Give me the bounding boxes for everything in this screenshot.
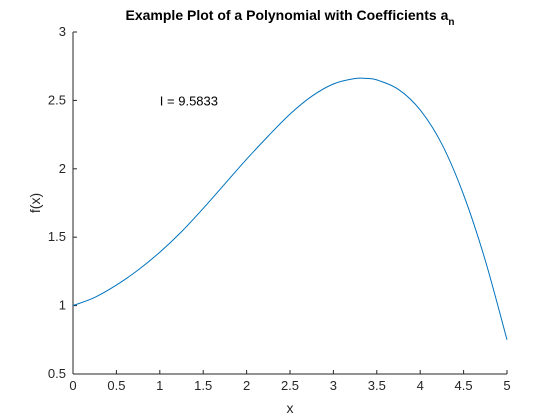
- x-tick-label: 3.5: [368, 378, 386, 393]
- series-line: [72, 77, 508, 340]
- y-tick-label: 1.5: [48, 229, 66, 244]
- x-tick-label: 1: [156, 378, 163, 393]
- y-tick-label: 1: [59, 298, 66, 313]
- y-tick-label: 2: [59, 161, 66, 176]
- x-tick-label: 5: [503, 378, 510, 393]
- x-tick-label: 0.5: [107, 378, 125, 393]
- x-tick-label: 1.5: [194, 378, 212, 393]
- x-axis-label: x: [287, 400, 294, 416]
- y-tick-label: 2.5: [48, 92, 66, 107]
- x-tick-label: 2.5: [281, 378, 299, 393]
- x-tick-label: 4.5: [455, 378, 473, 393]
- y-tick-label: 0.5: [48, 366, 66, 381]
- x-tick-label: 0: [69, 378, 76, 393]
- x-tick-label: 4: [417, 378, 424, 393]
- chart-title: Example Plot of a Polynomial with Coeffi…: [126, 7, 455, 28]
- y-tick-label: 3: [59, 24, 66, 39]
- plot-area: 0 0.5 1 1.5 2 2.5 3 3.5 4 4.5 50.511.522.53: [48, 24, 511, 393]
- x-tick-label: 3: [330, 378, 337, 393]
- integral-annotation: I = 9.5833: [160, 93, 218, 108]
- x-tick-label: 2: [243, 378, 250, 393]
- y-axis-label: f(x): [27, 193, 43, 213]
- chart-title-main: Example Plot of a Polynomial with Coeffi…: [126, 7, 449, 23]
- plot-background: [73, 32, 507, 374]
- chart-title-subscript: n: [448, 17, 454, 28]
